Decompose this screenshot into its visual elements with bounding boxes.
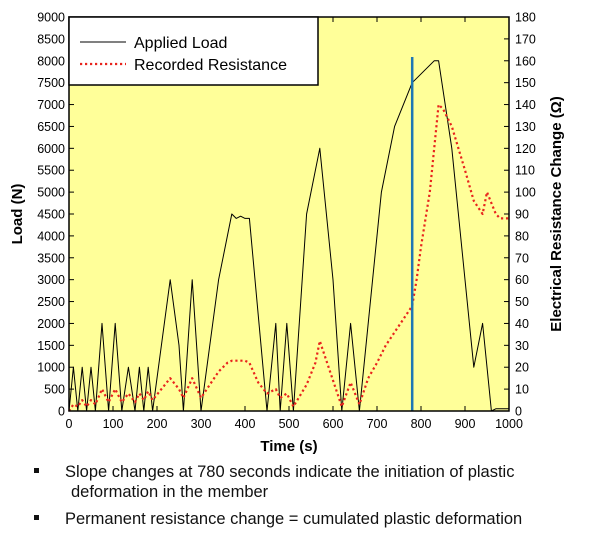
y-axis-right-title: Electrical Resistance Change (Ω) xyxy=(548,96,565,331)
y-left-tick-label: 500 xyxy=(44,383,65,397)
x-tick-label: 500 xyxy=(279,417,300,431)
legend-label-applied-load: Applied Load xyxy=(134,35,227,52)
series-line-applied-load xyxy=(68,60,509,412)
x-tick-label: 700 xyxy=(367,417,388,431)
y-right-tick-label: 130 xyxy=(515,120,536,134)
load-resistance-chart: 0 100 200 300 400 500 600 700 800 900 100005001000… xyxy=(9,11,565,456)
notes-list: Slope changes at 780 seconds indicate th… xyxy=(34,462,594,536)
y-right-tick-label: 180 xyxy=(515,11,536,25)
y-right-tick-label: 160 xyxy=(515,54,536,68)
note-line-1: Slope changes at 780 seconds indicate th… xyxy=(65,463,515,481)
series-layer xyxy=(68,60,509,412)
x-tick-label: 300 xyxy=(191,417,212,431)
x-tick-label: 1000 xyxy=(495,417,523,431)
note-line-2: deformation in the member xyxy=(71,483,269,501)
y-left-tick-label: 6500 xyxy=(37,120,65,134)
y-right-tick-label: 20 xyxy=(515,361,529,375)
x-tick-label: 900 xyxy=(455,417,476,431)
y-right-tick-label: 120 xyxy=(515,142,536,156)
y-left-tick-label: 2500 xyxy=(37,295,65,309)
bullet-square-icon xyxy=(34,468,39,473)
legend-label-recorded-resistance: Recorded Resistance xyxy=(134,57,287,74)
y-left-tick-label: 4500 xyxy=(37,208,65,222)
legend-box xyxy=(68,16,319,86)
note-line-1: Permanent resistance change = cumulated … xyxy=(65,510,523,528)
y-left-tick-label: 1500 xyxy=(37,339,65,353)
axis-ticks: 0 100 200 300 400 500 600 700 800 900 100005001000… xyxy=(37,11,536,432)
y-right-tick-label: 170 xyxy=(515,32,536,46)
note-item: Slope changes at 780 seconds indicate th… xyxy=(34,462,594,502)
x-tick-label: 200 xyxy=(147,417,168,431)
y-left-tick-label: 6000 xyxy=(37,142,65,156)
y-right-tick-label: 100 xyxy=(515,186,536,200)
y-left-tick-label: 9000 xyxy=(37,11,65,25)
y-left-tick-label: 5000 xyxy=(37,186,65,200)
y-axis-left-title: Load (N) xyxy=(9,184,26,245)
y-left-tick-label: 2000 xyxy=(37,317,65,331)
y-right-tick-label: 110 xyxy=(515,164,535,178)
y-right-tick-label: 150 xyxy=(515,76,536,90)
y-right-tick-label: 50 xyxy=(515,295,529,309)
y-left-tick-label: 4000 xyxy=(37,229,65,243)
legend: Applied Load Recorded Resistance xyxy=(68,16,319,86)
y-right-tick-label: 90 xyxy=(515,208,529,222)
x-axis-title: Time (s) xyxy=(260,438,317,455)
x-tick-label: 800 xyxy=(411,417,432,431)
y-right-tick-label: 140 xyxy=(515,98,536,112)
y-right-tick-label: 80 xyxy=(515,229,529,243)
y-left-tick-label: 1000 xyxy=(37,361,65,375)
y-left-tick-label: 7000 xyxy=(37,98,65,112)
y-right-tick-label: 70 xyxy=(515,251,529,265)
y-left-tick-label: 7500 xyxy=(37,76,65,90)
y-left-tick-label: 3000 xyxy=(37,273,65,287)
note-item: Permanent resistance change = cumulated … xyxy=(34,509,594,529)
y-right-tick-label: 40 xyxy=(515,317,529,331)
y-right-tick-label: 10 xyxy=(515,383,529,397)
y-right-tick-label: 30 xyxy=(515,339,529,353)
y-left-tick-label: 3500 xyxy=(37,251,65,265)
y-right-tick-label: 60 xyxy=(515,273,529,287)
x-tick-label: 0 xyxy=(66,417,73,431)
y-left-tick-label: 8500 xyxy=(37,32,65,46)
bullet-square-icon xyxy=(34,515,39,520)
y-left-tick-label: 8000 xyxy=(37,54,65,68)
y-left-tick-label: 5500 xyxy=(37,164,65,178)
y-right-tick-label: 0 xyxy=(515,405,522,419)
x-tick-label: 400 xyxy=(235,417,256,431)
x-tick-label: 100 xyxy=(103,417,124,431)
series-line-recorded-resistance xyxy=(68,103,509,412)
x-tick-label: 600 xyxy=(323,417,344,431)
y-left-tick-label: 0 xyxy=(58,405,65,419)
